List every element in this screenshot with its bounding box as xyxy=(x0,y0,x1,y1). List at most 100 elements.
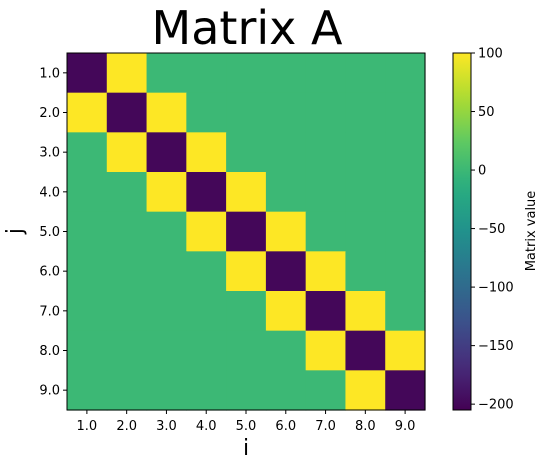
colorbar-frame xyxy=(452,52,472,411)
heatmap-cell xyxy=(265,53,307,94)
heatmap-cell xyxy=(146,132,187,173)
heatmap-cell xyxy=(226,291,267,332)
heatmap-cell xyxy=(146,92,187,133)
heatmap-cell xyxy=(345,291,386,332)
heatmap-cell xyxy=(385,291,426,332)
heatmap-cells xyxy=(67,53,426,411)
y-tick-label: 8.0 xyxy=(39,344,60,359)
x-tick-label: 9.0 xyxy=(395,419,416,434)
colorbar-ticks: 100 50 0 −50 −100 −150 −200 xyxy=(471,47,514,413)
colorbar-gradient xyxy=(453,53,471,410)
x-tick-label: 8.0 xyxy=(355,419,376,434)
y-tick-label: 1.0 xyxy=(39,66,60,81)
heatmap-cell xyxy=(265,251,307,292)
heatmap-cell xyxy=(345,211,386,252)
heatmap-cell xyxy=(385,53,426,94)
heatmap-cell xyxy=(186,53,227,94)
heatmap-cell xyxy=(106,172,148,213)
x-tick-label: 7.0 xyxy=(315,419,336,434)
heatmap-cell xyxy=(226,251,267,292)
y-tick-label: 7.0 xyxy=(39,304,60,319)
heatmap-cell xyxy=(106,211,148,252)
heatmap-cell xyxy=(106,251,148,292)
chart-title: Matrix A xyxy=(152,1,343,55)
x-axis-ticks: 1.0 2.0 3.0 4.0 5.0 6.0 7.0 8.0 9.0 xyxy=(77,410,416,434)
heatmap-cell xyxy=(265,211,307,252)
heatmap-cell xyxy=(67,211,108,252)
colorbar xyxy=(452,52,472,411)
heatmap-cell xyxy=(67,370,108,411)
y-tick-label: 6.0 xyxy=(39,265,60,280)
heatmap-cell xyxy=(67,172,108,213)
x-axis-label: i xyxy=(243,436,249,461)
heatmap-cell xyxy=(345,172,386,213)
heatmap-cell xyxy=(305,53,347,94)
y-axis-ticks: 1.0 2.0 3.0 4.0 5.0 6.0 7.0 8.0 9.0 xyxy=(39,66,67,399)
y-tick-label: 3.0 xyxy=(39,146,60,161)
heatmap-cell xyxy=(265,330,307,371)
heatmap-cell xyxy=(305,132,347,173)
heatmap-cell xyxy=(146,330,187,371)
colorbar-tick-label: 100 xyxy=(478,47,503,62)
heatmap-cell xyxy=(186,370,227,411)
heatmap-cell xyxy=(305,251,347,292)
heatmap-cell xyxy=(345,330,386,371)
colorbar-tick-label: −50 xyxy=(478,222,505,237)
heatmap-cell xyxy=(385,92,426,133)
heatmap-cell xyxy=(146,172,187,213)
heatmap-cell xyxy=(385,370,426,411)
heatmap-cell xyxy=(385,132,426,173)
heatmap-cell xyxy=(186,211,227,252)
heatmap-cell xyxy=(385,330,426,371)
heatmap-cell xyxy=(106,330,148,371)
heatmap-cell xyxy=(67,251,108,292)
heatmap-cell xyxy=(305,92,347,133)
heatmap-cell xyxy=(385,211,426,252)
heatmap-cell xyxy=(345,53,386,94)
heatmap-cell xyxy=(146,291,187,332)
x-tick-label: 3.0 xyxy=(156,419,177,434)
x-tick-label: 2.0 xyxy=(116,419,137,434)
heatmap-cell xyxy=(106,370,148,411)
colorbar-tick-label: 50 xyxy=(478,105,495,120)
heatmap-cell xyxy=(305,211,347,252)
heatmap-cell xyxy=(106,92,148,133)
heatmap-cell xyxy=(385,172,426,213)
y-tick-label: 2.0 xyxy=(39,106,60,121)
heatmap-cell xyxy=(67,53,108,94)
heatmap-cell xyxy=(67,92,108,133)
heatmap-cell xyxy=(226,132,267,173)
y-tick-label: 4.0 xyxy=(39,185,60,200)
heatmap-cell xyxy=(186,251,227,292)
heatmap-cell xyxy=(106,53,148,94)
heatmap-cell xyxy=(265,172,307,213)
heatmap-cell xyxy=(265,370,307,411)
heatmap-cell xyxy=(146,251,187,292)
heatmap-cell xyxy=(186,92,227,133)
heatmap-cell xyxy=(226,92,267,133)
heatmap-cell xyxy=(265,132,307,173)
heatmap-cell xyxy=(106,132,148,173)
colorbar-tick-label: −200 xyxy=(478,398,514,413)
x-tick-label: 5.0 xyxy=(236,419,257,434)
heatmap-cell xyxy=(226,330,267,371)
heatmap-cell xyxy=(345,92,386,133)
heatmap-cell xyxy=(106,291,148,332)
heatmap-cell xyxy=(186,291,227,332)
heatmap-cell xyxy=(226,370,267,411)
heatmap-cell xyxy=(67,291,108,332)
heatmap-cell xyxy=(186,172,227,213)
y-tick-label: 9.0 xyxy=(39,384,60,399)
y-tick-label: 5.0 xyxy=(39,225,60,240)
colorbar-tick-label: −100 xyxy=(478,281,514,296)
heatmap-cell xyxy=(265,291,307,332)
heatmap-cell xyxy=(385,251,426,292)
x-tick-label: 1.0 xyxy=(77,419,98,434)
heatmap-cell xyxy=(345,370,386,411)
colorbar-tick-label: 0 xyxy=(478,164,486,179)
heatmap-cell xyxy=(345,251,386,292)
heatmap-cell xyxy=(146,53,187,94)
heatmap-cell xyxy=(146,211,187,252)
x-tick-label: 4.0 xyxy=(196,419,217,434)
